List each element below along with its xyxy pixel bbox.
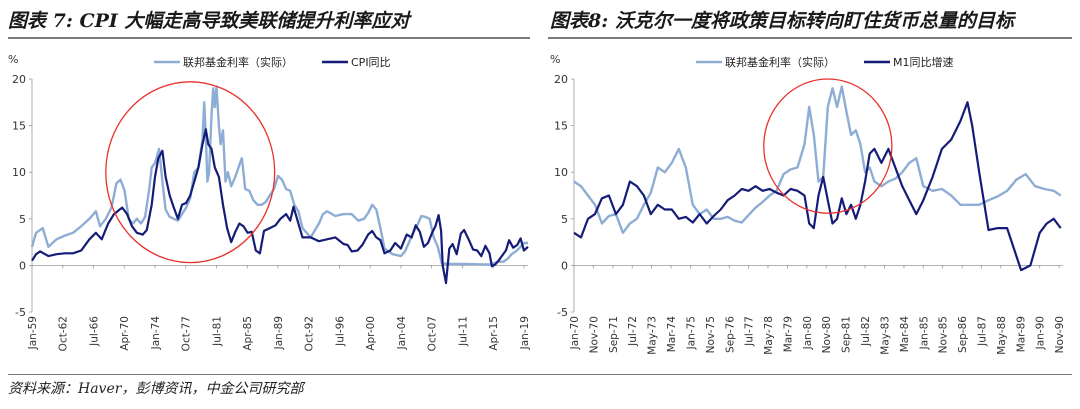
y-axis-unit-label: % <box>550 53 560 66</box>
x-tick-label: Mar-79 <box>783 316 795 352</box>
x-tick-label: Nov-90 <box>1054 316 1066 353</box>
x-tick-label: Mar-84 <box>899 316 911 353</box>
x-tick-label: Nov-75 <box>705 316 717 353</box>
title-divider-right <box>548 37 1072 39</box>
x-tick-label: Oct-92 <box>304 316 316 351</box>
x-tick-label: Jan-80 <box>802 316 814 350</box>
x-tick-label: Oct-77 <box>181 316 193 351</box>
y-tick-label: 0 <box>561 259 568 272</box>
x-tick-label: Nov-85 <box>938 316 950 353</box>
series-line-cpi <box>31 128 529 285</box>
x-tick-label: May-88 <box>996 316 1008 355</box>
x-tick-label: Apr-70 <box>119 316 131 351</box>
x-tick-label: Oct-62 <box>58 316 70 351</box>
x-tick-label: Apr-00 <box>365 316 377 351</box>
x-tick-label: Sep-71 <box>608 316 620 353</box>
x-tick-label: May-78 <box>763 316 775 355</box>
series-line-fed-funds <box>30 85 528 266</box>
x-tick-label: Jan-90 <box>1035 316 1047 350</box>
y-tick-label: 10 <box>554 166 568 179</box>
x-tick-label: Jul-82 <box>860 316 872 347</box>
y-tick-label: 10 <box>12 166 26 179</box>
highlight-ellipse <box>105 81 276 264</box>
x-tick-label: Jul-77 <box>744 316 756 347</box>
x-tick-label: Sep-81 <box>841 316 853 353</box>
x-tick-label: Oct-07 <box>427 316 439 351</box>
title-divider-left <box>8 37 530 39</box>
y-tick-label: 20 <box>554 73 568 86</box>
x-tick-label: Jan-04 <box>396 316 408 351</box>
legend-label: 联邦基金利率（实际） <box>725 55 835 69</box>
y-tick-label: 5 <box>19 213 26 226</box>
y-tick-label: 15 <box>554 120 568 133</box>
y-axis-unit-label: % <box>8 53 18 66</box>
highlight-ellipse <box>763 78 893 214</box>
x-tick-label: Sep-86 <box>957 316 969 353</box>
y-tick-label: 20 <box>12 73 26 86</box>
x-tick-label: May-83 <box>879 316 891 355</box>
source-note: 资料来源：Haver，彭博资讯，中金公司研究部 <box>8 381 304 397</box>
legend-label: 联邦基金利率（实际） <box>183 55 293 69</box>
y-tick-label: 0 <box>19 259 26 272</box>
x-tick-label: Jul-72 <box>627 316 639 347</box>
x-tick-label: Jul-87 <box>977 316 989 347</box>
x-tick-label: Mar-89 <box>1015 316 1027 352</box>
x-tick-label: Mar-74 <box>666 316 678 353</box>
y-tick-label: 15 <box>12 120 26 133</box>
y-tick-label: -5 <box>15 306 26 319</box>
series-line-m1 <box>573 101 1062 272</box>
x-tick-label: Apr-15 <box>488 316 500 351</box>
series-line-fed-funds <box>573 85 1062 235</box>
x-tick-label: Jan-70 <box>569 316 581 350</box>
y-tick-label: -5 <box>557 306 568 319</box>
x-tick-label: Jul-11 <box>457 316 469 347</box>
x-tick-label: Jan-74 <box>150 316 162 351</box>
x-tick-label: Jan-59 <box>27 316 39 350</box>
x-tick-label: Jul-81 <box>211 316 223 347</box>
legend-label: M1同比增速 <box>893 55 954 69</box>
x-tick-label: May-73 <box>647 316 659 355</box>
y-tick-label: 5 <box>561 213 568 226</box>
x-tick-label: Jan-89 <box>273 316 285 350</box>
x-tick-label: Jul-96 <box>334 316 346 347</box>
x-tick-label: Jan-75 <box>685 316 697 350</box>
chart-title-right: 图表8: 沃克尔一度将政策目标转向盯住货币总量的目标 <box>550 10 1014 32</box>
x-tick-label: Sep-76 <box>724 316 736 353</box>
x-tick-label: Nov-70 <box>588 316 600 353</box>
x-tick-label: Jan-85 <box>918 316 930 350</box>
source-divider <box>8 374 1072 375</box>
x-tick-label: Jul-66 <box>88 316 100 347</box>
x-tick-label: Jan-19 <box>519 316 531 350</box>
x-tick-label: Nov-80 <box>821 316 833 353</box>
legend-label: CPI同比 <box>351 56 391 69</box>
x-tick-label: Apr-85 <box>242 316 254 351</box>
cpi-fedfunds-chart: % -5 0 5 10 15 20 Jan-59 Oct-62 Jul-66 Apr-70 Jan-7… <box>8 53 531 351</box>
m1-fedfunds-chart: % -5 0 5 10 15 20 Jan-70 Nov-70 Sep-71 Jul-72 May-7… <box>550 53 1066 355</box>
chart-title-left: 图表 7: CPI 大幅走高导致美联储提升利率应对 <box>8 10 410 32</box>
